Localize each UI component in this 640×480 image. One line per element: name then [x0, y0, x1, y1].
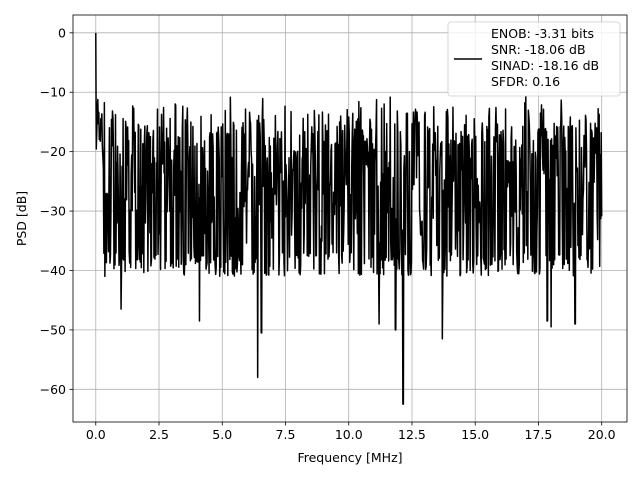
x-tick-label: 2.5 [149, 427, 169, 442]
x-tick-label: 10.0 [335, 427, 363, 442]
x-axis-ticks: 0.0 2.5 5.0 7.5 10.0 12.5 15.0 17.5 20.0 [86, 422, 616, 442]
legend-box [447, 21, 621, 97]
y-tick-label: 0 [58, 25, 66, 40]
x-axis-label: Frequency [MHz] [297, 450, 402, 465]
legend-entry-sinad: SINAD: -18.16 dB [491, 58, 599, 73]
psd-series-line [95, 32, 603, 405]
x-tick-label: 20.0 [588, 427, 616, 442]
x-tick-label: 12.5 [398, 427, 426, 442]
y-tick-label: −50 [40, 322, 66, 337]
x-tick-label: 0.0 [86, 427, 106, 442]
y-tick-label: −60 [40, 382, 66, 397]
x-tick-label: 17.5 [525, 427, 553, 442]
y-tick-label: −20 [40, 144, 66, 159]
y-tick-label: −40 [40, 263, 66, 278]
legend: ENOB: -3.31 bits SNR: -18.06 dB SINAD: -… [447, 21, 621, 97]
y-axis-ticks: 0 −10 −20 −30 −40 −50 −60 [40, 25, 73, 397]
legend-entry-enob: ENOB: -3.31 bits [491, 26, 594, 41]
legend-entry-sfdr: SFDR: 0.16 [491, 74, 560, 89]
y-axis-label: PSD [dB] [14, 191, 29, 246]
series-group [95, 32, 603, 405]
x-tick-label: 5.0 [212, 427, 232, 442]
legend-entry-snr: SNR: -18.06 dB [491, 42, 586, 57]
y-tick-label: −30 [40, 204, 66, 219]
x-tick-label: 15.0 [461, 427, 489, 442]
plot-frame [72, 14, 628, 423]
x-tick-label: 7.5 [276, 427, 296, 442]
y-tick-label: −10 [40, 85, 66, 100]
